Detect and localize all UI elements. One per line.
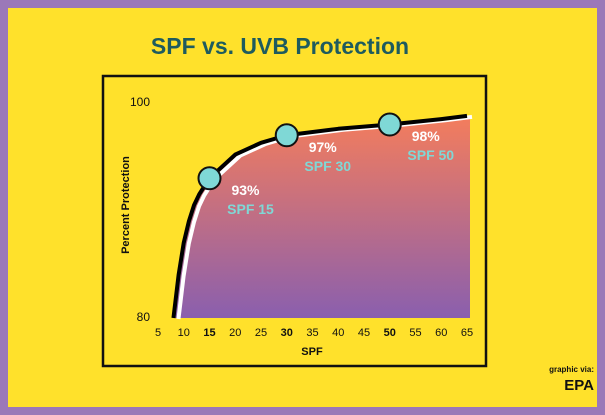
x-tick-label: 10	[178, 327, 190, 339]
x-tick-label: 35	[306, 327, 318, 339]
point-label: SPF 30	[304, 158, 351, 174]
x-tick-label: 55	[409, 327, 421, 339]
x-tick-label: 30	[281, 327, 293, 339]
x-tick-label: 50	[384, 327, 396, 339]
y-tick-label: 80	[137, 310, 151, 324]
x-tick-label: 25	[255, 327, 267, 339]
x-tick-label: 45	[358, 327, 370, 339]
x-tick-label: 15	[203, 327, 215, 339]
value-label: 97%	[309, 139, 338, 155]
y-tick-label: 100	[130, 95, 150, 109]
point-label: SPF 50	[407, 147, 454, 163]
x-tick-label: 40	[332, 327, 344, 339]
highlight-point	[274, 123, 299, 148]
x-tick-label: 60	[435, 327, 447, 339]
chart-title: SPF vs. UVB Protection	[151, 33, 409, 59]
credit-logo: EPA	[564, 377, 594, 394]
chart-frame	[101, 74, 488, 368]
x-tick-label: 5	[155, 327, 161, 339]
highlight-point	[197, 166, 222, 191]
x-axis-label: SPF	[301, 346, 323, 358]
x-tick-label: 65	[461, 327, 473, 339]
y-axis-label: Percent Protection	[120, 156, 132, 254]
value-label: 93%	[231, 182, 260, 198]
value-label: 98%	[412, 128, 441, 144]
credit-prefix: graphic via:	[549, 365, 594, 374]
x-tick-label: 20	[229, 327, 241, 339]
area-fill	[173, 115, 470, 319]
highlight-point	[377, 112, 402, 137]
point-label: SPF 15	[227, 201, 274, 217]
